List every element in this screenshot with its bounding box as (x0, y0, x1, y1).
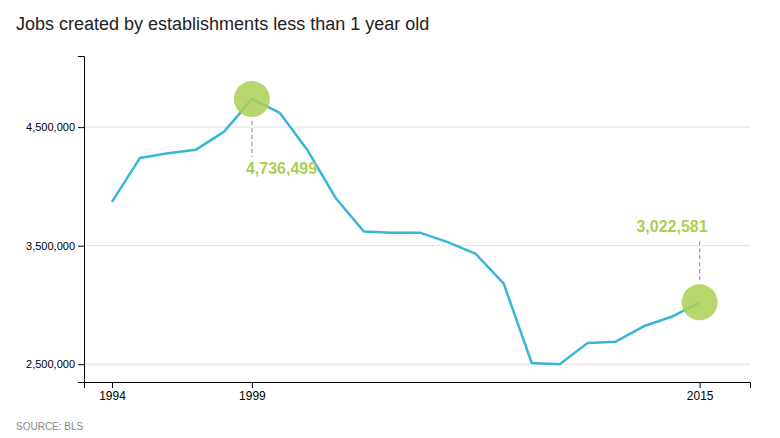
x-tick-label: 1994 (99, 389, 126, 403)
x-tick-mark (112, 382, 113, 388)
x-axis: 1994 1999 2015 (85, 382, 751, 403)
y-tick-mark (78, 364, 84, 365)
x-axis-line (85, 383, 751, 389)
y-axis: 2,500,000 3,500,000 4,500,000 (26, 57, 84, 383)
x-tick-mark (252, 382, 253, 388)
chart-svg: 1994 1999 2015 2,500,000 3,500,000 4,500,000 4… (0, 0, 780, 438)
plot-area (112, 81, 718, 364)
y-tick-label: 3,500,000 (26, 240, 75, 252)
highlight-circle (682, 284, 718, 320)
grid-line (84, 127, 750, 128)
x-tick-mark (700, 382, 701, 388)
chart-container: 1994 1999 2015 2,500,000 3,500,000 4,500,000 4… (0, 0, 780, 438)
data-line (112, 99, 700, 364)
annotation-label: 3,022,581 (636, 218, 707, 235)
y-tick-mark (78, 127, 84, 128)
leader-line (699, 238, 700, 280)
x-tick: 1999 (239, 382, 266, 403)
grid-line (84, 245, 750, 246)
leader-line (251, 121, 252, 157)
y-tick-label: 2,500,000 (26, 358, 75, 370)
highlight-circle (234, 81, 270, 117)
y-tick: 4,500,000 (26, 121, 84, 133)
grid-line (84, 364, 750, 365)
x-tick: 1994 (99, 382, 126, 403)
x-tick: 2015 (687, 382, 714, 403)
annotation-label: 4,736,499 (246, 160, 317, 177)
source-note: SOURCE: BLS (16, 421, 84, 432)
y-tick: 2,500,000 (26, 358, 84, 370)
grid (84, 127, 750, 364)
y-tick-mark (78, 246, 84, 247)
x-tick-label: 1999 (239, 389, 266, 403)
y-tick-label: 4,500,000 (26, 121, 75, 133)
annotations: 4,736,499 3,022,581 (246, 121, 708, 280)
y-axis-line (78, 57, 85, 383)
x-tick-label: 2015 (687, 389, 714, 403)
chart-title: Jobs created by establishments less than… (16, 14, 429, 34)
y-tick: 3,500,000 (26, 240, 84, 252)
